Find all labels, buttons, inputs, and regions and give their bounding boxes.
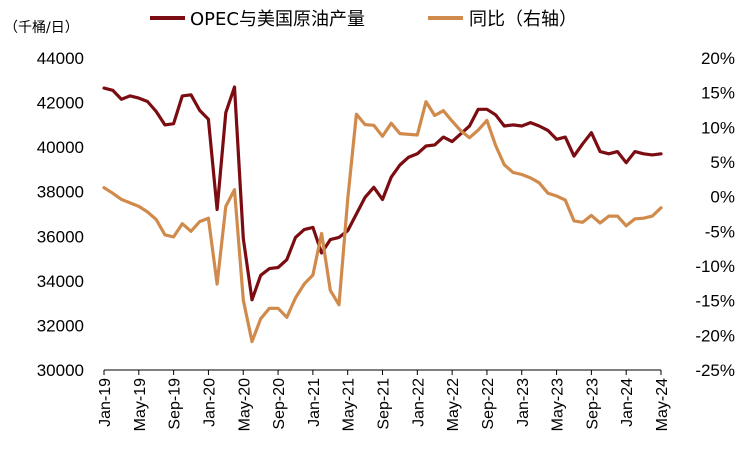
right-tick-label: 20% (701, 49, 735, 68)
left-axis-ticks: 30000 32000 34000 36000 38000 40000 42000 44000 (37, 49, 84, 380)
right-tick-label: 10% (701, 118, 735, 137)
left-tick-label: 38000 (37, 183, 84, 202)
x-tick-label: Jan-20 (201, 378, 218, 427)
x-tick-label: Sep-21 (376, 378, 393, 430)
right-axis-ticks: -25% -20% -15% -10% -5% 0% 5% 10% 15% 20% (695, 49, 735, 380)
x-tick-label: Jan-19 (97, 378, 114, 427)
x-tick-label: Jan-23 (515, 378, 532, 427)
left-tick-label: 44000 (37, 49, 84, 68)
right-tick-label: -10% (695, 257, 735, 276)
left-tick-label: 42000 (37, 94, 84, 113)
x-tick-label: May-22 (445, 378, 462, 431)
x-tick-label: Jan-24 (619, 378, 636, 427)
x-tick-label: Sep-23 (584, 378, 601, 430)
right-tick-label: -15% (695, 292, 735, 311)
right-tick-label: -20% (695, 326, 735, 345)
right-tick-label: 0% (710, 188, 735, 207)
left-tick-label: 40000 (37, 138, 84, 157)
left-tick-label: 32000 (37, 316, 84, 335)
x-axis: Jan-19 May-19 Sep-19 Jan-20 May-20 Sep-20 Jan-… (97, 369, 671, 431)
x-tick-label: Sep-19 (167, 378, 184, 430)
x-tick-label: May-21 (341, 378, 358, 431)
left-tick-label: 34000 (37, 272, 84, 291)
x-tick-label: May-20 (236, 378, 253, 431)
x-tick-label: Sep-20 (271, 378, 288, 430)
unit-label: （千桶/日） (4, 20, 79, 36)
legend-label-yoy: 同比（右轴） (469, 9, 577, 30)
series-layer (102, 85, 663, 344)
x-tick-label: May-23 (550, 378, 567, 431)
right-tick-label: -5% (705, 222, 735, 241)
x-tick-label: Jan-22 (410, 378, 427, 427)
right-tick-label: -25% (695, 361, 735, 380)
x-tick-label: May-24 (654, 378, 671, 431)
left-tick-label: 30000 (37, 361, 84, 380)
x-tick-label: Jan-21 (306, 378, 323, 427)
legend-label-production: OPEC与美国原油产量 (190, 9, 365, 30)
series-line-yoy (102, 100, 663, 344)
right-tick-label: 5% (710, 153, 735, 172)
x-tick-label: May-19 (132, 378, 149, 431)
right-tick-label: 15% (701, 84, 735, 103)
legend: OPEC与美国原油产量 同比（右轴） (150, 9, 577, 30)
x-tick-label: Sep-22 (480, 378, 497, 430)
left-tick-label: 36000 (37, 227, 84, 246)
series-line-production (102, 85, 663, 302)
